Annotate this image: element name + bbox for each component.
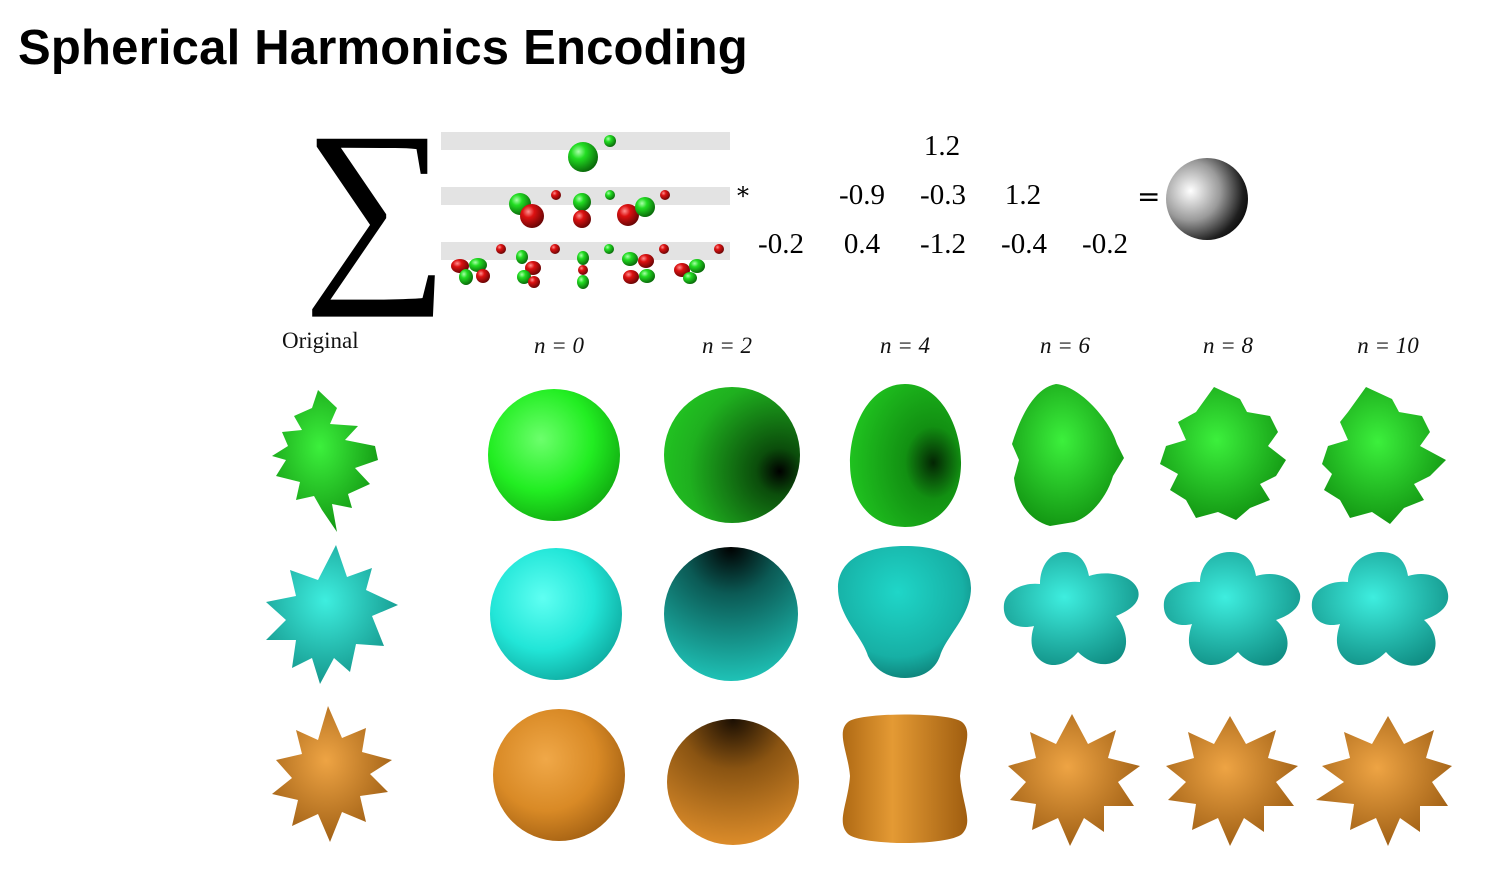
coefficient: -1.2 [920,228,966,260]
sh-dot [551,190,561,200]
coefficient: -0.4 [1001,228,1047,260]
shape-orange-n4 [842,714,968,843]
original-shape-green [272,390,378,532]
sphere-green-n2 [664,387,800,523]
sh-dot [604,244,614,254]
sh-dot [659,244,669,254]
sphere-orange-n0 [493,709,625,841]
shape-orange-n6 [1008,714,1140,846]
sh-harmonic-1-0 [509,193,544,228]
summation-symbol: ∑ [303,91,450,318]
sphere-green-n0 [488,389,620,521]
sh-dot [605,190,615,200]
sh-harmonic-2-4 [674,259,705,284]
shape-green-n10 [1322,387,1446,524]
sh-dot [496,244,506,254]
original-shape-cyan [266,545,398,684]
coefficient: 0.4 [843,228,881,260]
sh-harmonic-2-3 [622,252,655,284]
coefficient: -0.9 [839,179,885,211]
shape-orange-n8 [1166,716,1298,846]
sh-dot [550,244,560,254]
shape-cyan-n4 [838,546,971,678]
column-label-n4: n = 4 [879,333,931,358]
equals-symbol: = [1137,180,1161,213]
column-label-n10: n = 10 [1357,333,1419,358]
sh-dot [714,244,724,254]
column-label-original: Original [282,328,359,353]
shape-cyan-n8 [1163,552,1301,666]
slide-title: Spherical Harmonics Encoding [18,21,748,75]
result-sphere [1166,158,1248,240]
coefficient: -0.2 [1082,228,1128,260]
sh-band-0 [441,132,730,150]
column-label-n2: n = 2 [701,333,753,358]
original-shape-orange [272,706,392,842]
sphere-cyan-n2 [664,547,798,681]
shape-cyan-n6 [1003,552,1139,666]
sh-lobe [604,135,616,147]
shape-orange-n10 [1316,716,1452,846]
shape-green-n6 [1012,384,1124,526]
column-label-n8: n = 8 [1202,333,1254,358]
sh-harmonic-1-1 [573,193,591,228]
sh-harmonic-2-0 [451,258,490,285]
sh-band-2 [441,242,730,260]
column-label-n0: n = 0 [533,333,585,358]
coefficient: -0.3 [920,179,966,211]
sh-lobe [568,142,598,172]
sphere-orange-n2 [667,719,799,845]
sh-harmonic-2-1 [516,250,541,288]
coefficient: -0.2 [758,228,804,260]
sh-dot [660,190,670,200]
coefficient: 1.2 [923,130,961,162]
shape-cyan-n10 [1311,552,1449,666]
sphere-cyan-n0 [490,548,622,680]
multiply-symbol: * [737,182,749,210]
sphere-green-n4 [850,384,962,527]
shape-green-n8 [1160,387,1286,520]
coefficient: 1.2 [1004,179,1042,211]
column-label-n6: n = 6 [1039,333,1091,358]
sh-harmonic-2-2 [577,251,589,289]
sh-harmonic-1-2 [617,197,655,226]
